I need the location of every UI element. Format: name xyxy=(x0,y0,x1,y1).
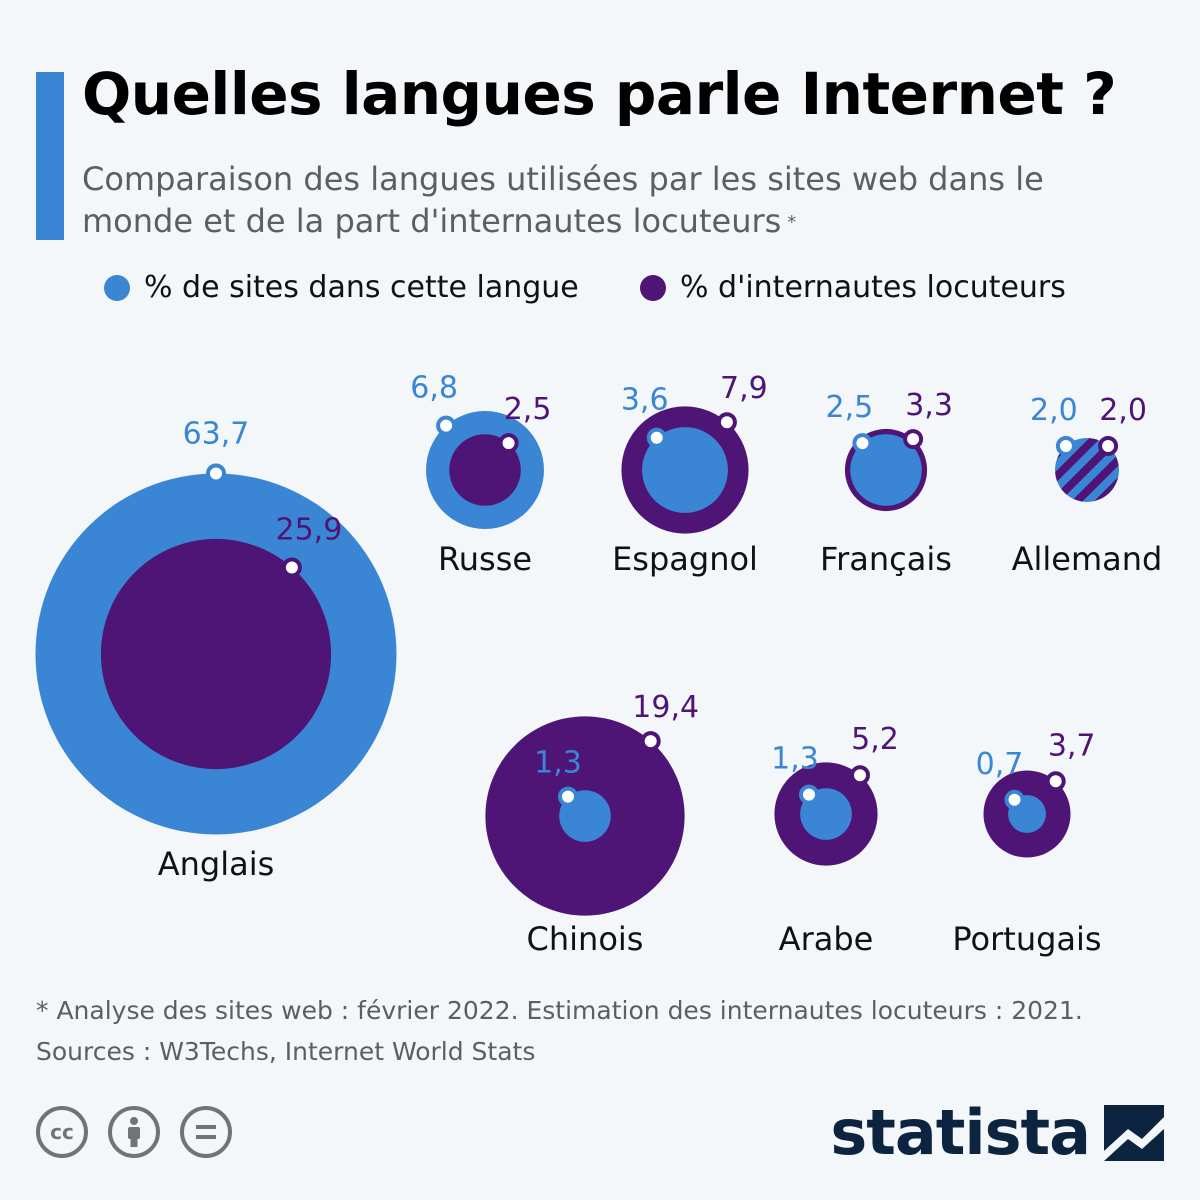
bubble-portugais-sites-label: 0,7 xyxy=(976,747,1024,782)
bubble-portugais-users-marker xyxy=(1045,771,1066,792)
accent-bar xyxy=(36,72,64,240)
bubble-espagnol-sites-bubble xyxy=(642,427,728,513)
bubble-allemand-language-label: Allemand xyxy=(1012,540,1163,578)
footnote-sources: Sources : W3Techs, Internet World Stats xyxy=(36,1037,536,1066)
bubble-arabe-users-marker xyxy=(850,765,871,786)
bubble-russe-sites-marker xyxy=(436,415,457,436)
bubble-chinois-sites-label: 1,3 xyxy=(534,746,582,781)
legend-label-sites: % de sites dans cette langue xyxy=(144,270,579,305)
attribution-icon xyxy=(108,1106,160,1158)
bubble-francais-language-label: Français xyxy=(820,540,952,578)
bubble-anglais-language-label: Anglais xyxy=(158,845,275,883)
bubble-chinois-users-label: 19,4 xyxy=(632,690,699,725)
legend-item-users: % d'internautes locuteurs xyxy=(640,270,1066,305)
bubble-espagnol-language-label: Espagnol xyxy=(612,540,758,578)
license-icons: cc xyxy=(36,1106,252,1158)
bubble-arabe-language-label: Arabe xyxy=(779,920,874,958)
bubble-anglais-users-bubble xyxy=(100,538,332,770)
statista-brand: statista xyxy=(830,1096,1164,1169)
bubble-anglais-sites-label: 63,7 xyxy=(183,417,250,452)
bubble-chinois-sites-marker xyxy=(557,786,578,807)
bubble-allemand-users-label: 2,0 xyxy=(1099,393,1147,428)
bubble-allemand-sites-label: 2,0 xyxy=(1030,393,1078,428)
bubble-francais-sites-bubble xyxy=(850,434,922,506)
legend-label-users: % d'internautes locuteurs xyxy=(680,270,1066,305)
bubble-francais-sites-marker xyxy=(852,433,873,454)
page-subtitle: Comparaison des langues utilisées par le… xyxy=(82,158,1162,242)
bubble-chinois-language-label: Chinois xyxy=(527,920,644,958)
statista-logo-icon xyxy=(1104,1104,1164,1161)
bubble-francais-sites-label: 2,5 xyxy=(826,390,874,425)
bubble-arabe-sites-marker xyxy=(798,784,819,805)
footnote: * Analyse des sites web : février 2022. … xyxy=(36,990,1083,1072)
bubble-portugais-sites-marker xyxy=(1004,789,1025,810)
bubble-espagnol-sites-marker xyxy=(646,427,667,448)
legend-swatch-users xyxy=(640,274,666,301)
statista-wordmark: statista xyxy=(830,1096,1091,1169)
bubble-russe-users-marker xyxy=(498,433,519,454)
bubble-anglais-users-label: 25,9 xyxy=(275,512,342,547)
bubble-russe-sites-label: 6,8 xyxy=(410,371,458,406)
bubble-francais-users-label: 3,3 xyxy=(905,388,953,423)
bubble-russe-users-bubble xyxy=(449,434,521,506)
footnote-note: * Analyse des sites web : février 2022. … xyxy=(36,996,1083,1025)
no-derivatives-icon xyxy=(180,1106,232,1158)
bubble-espagnol-users-marker xyxy=(716,412,737,433)
bubble-allemand-sites-marker xyxy=(1055,435,1076,456)
bubble-russe-language-label: Russe xyxy=(438,540,532,578)
bubble-anglais-users-marker xyxy=(281,557,302,578)
bubble-portugais-users-label: 3,7 xyxy=(1048,728,1096,763)
page-title: Quelles langues parle Internet ? xyxy=(82,60,1117,128)
subtitle-footnote-mark: * xyxy=(787,212,797,233)
legend-swatch-sites xyxy=(104,274,130,301)
cc-icon: cc xyxy=(36,1106,88,1158)
bubble-allemand-users-marker xyxy=(1098,435,1119,456)
bubble-chinois-users-marker xyxy=(640,731,661,752)
bubble-espagnol-sites-label: 3,6 xyxy=(621,383,669,418)
bubble-russe-users-label: 2,5 xyxy=(504,392,552,427)
bubble-portugais-language-label: Portugais xyxy=(952,920,1101,958)
bubble-francais-users-marker xyxy=(903,429,924,450)
subtitle-text: Comparaison des langues utilisées par le… xyxy=(82,160,1044,240)
bubble-espagnol-users-label: 7,9 xyxy=(720,371,768,406)
bubble-arabe-users-label: 5,2 xyxy=(851,722,899,757)
legend-item-sites: % de sites dans cette langue xyxy=(104,270,579,305)
bubble-arabe-sites-label: 1,3 xyxy=(771,742,819,777)
bubble-anglais-sites-marker xyxy=(206,463,226,484)
